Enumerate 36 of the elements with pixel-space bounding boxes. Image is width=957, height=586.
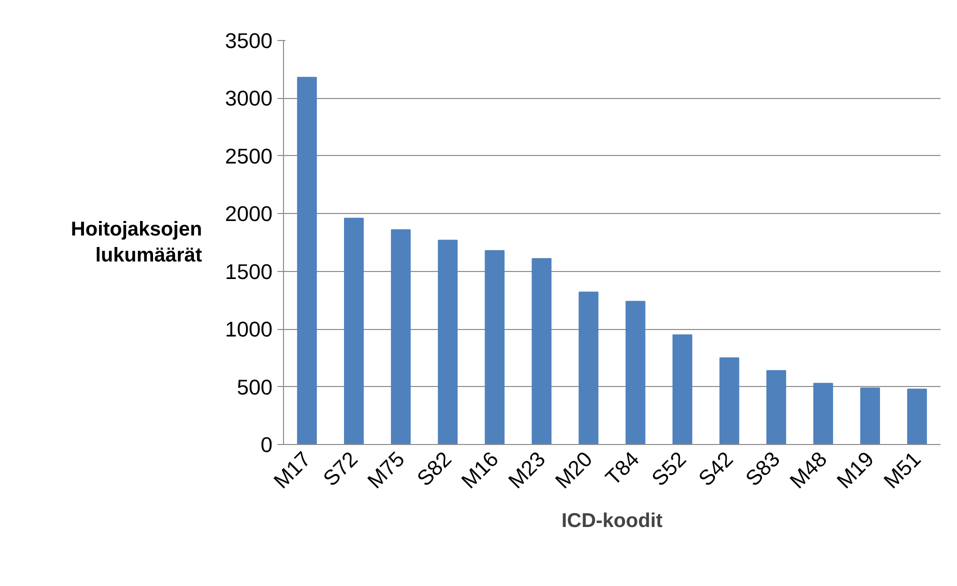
y-axis-title: Hoitojaksojen lukumäärät [70, 218, 202, 267]
x-tick-label: S42 [694, 447, 738, 491]
bar [672, 334, 692, 444]
x-tick-label: S83 [740, 447, 785, 491]
x-tick-label: M51 [879, 447, 926, 494]
bar [390, 229, 411, 444]
bar [438, 240, 458, 444]
x-axis-title: ICD-koodit [561, 510, 663, 532]
y-tick-label: 500 [236, 375, 273, 400]
bar [813, 382, 834, 444]
bar [484, 250, 505, 444]
x-tick-label: S82 [412, 447, 456, 491]
y-tick-label: 1000 [225, 318, 273, 342]
x-tick-label: S72 [318, 447, 362, 491]
bar [766, 370, 786, 444]
x-tick-label: M16 [456, 447, 504, 494]
x-tick-label: M23 [504, 447, 550, 494]
y-tick-label: 3000 [225, 86, 273, 111]
bar [532, 258, 552, 444]
x-tick-label: M48 [785, 447, 832, 494]
bar [578, 292, 598, 444]
bar [907, 388, 927, 444]
y-tick-label: 0 [260, 433, 273, 457]
x-tick-label: S52 [647, 447, 691, 491]
bar [297, 76, 317, 444]
y-tick-label: 2000 [225, 202, 273, 226]
x-tick-label: M19 [832, 447, 879, 494]
y-tick-label: 2500 [225, 144, 273, 168]
y-tick-label: 1500 [225, 260, 273, 284]
bar [719, 357, 740, 444]
bar [344, 218, 364, 444]
x-tick-label: T84 [600, 446, 644, 490]
bar [860, 387, 880, 444]
x-tick-label: M20 [550, 446, 598, 494]
y-tick-label: 3500 [225, 29, 273, 53]
bar [626, 300, 646, 444]
